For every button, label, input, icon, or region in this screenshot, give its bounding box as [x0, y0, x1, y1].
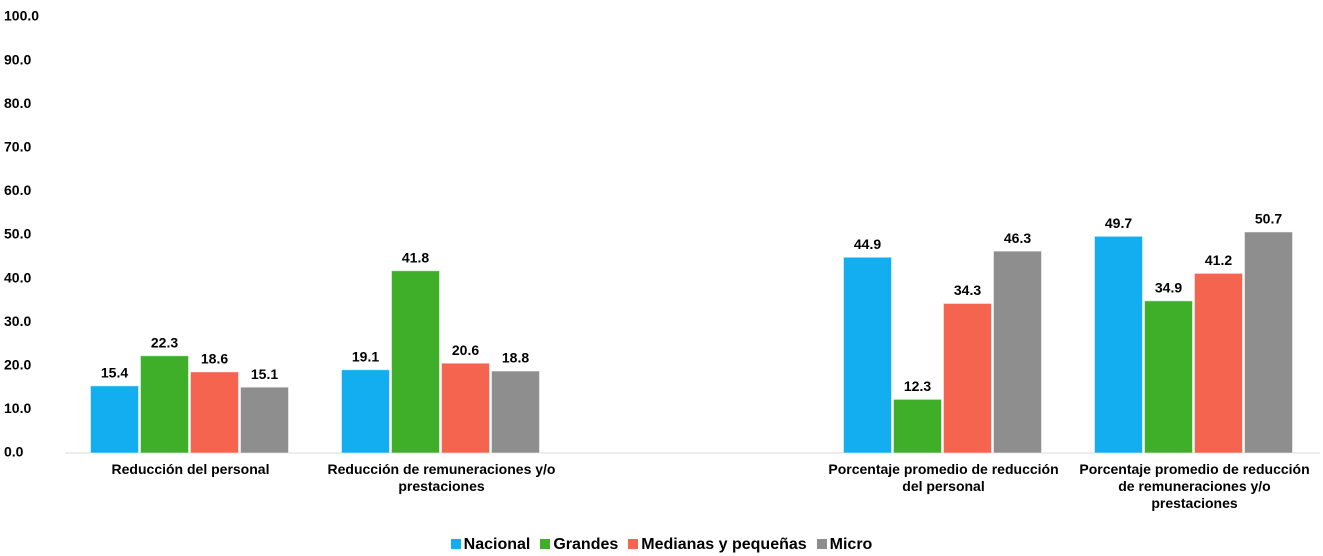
bar [1244, 231, 1293, 454]
value-label: 15.1 [251, 366, 278, 382]
bar [993, 250, 1042, 454]
y-tick-label: 100.0 [4, 8, 39, 24]
legend-label: Micro [829, 536, 873, 553]
bar [843, 256, 892, 454]
bar [1144, 300, 1193, 454]
y-tick-label: 0.0 [4, 444, 24, 460]
legend-item: Grandes [540, 536, 618, 554]
x-tick-label: Porcentaje promedio de reducción de remu… [1079, 461, 1310, 511]
value-label: 12.3 [904, 378, 931, 394]
y-tick-label: 10.0 [4, 400, 31, 416]
legend: Nacional Grandes Medianas y pequeñas Micro [0, 536, 1323, 554]
bar [190, 371, 239, 454]
value-label: 46.3 [1004, 230, 1031, 246]
y-tick-label: 90.0 [4, 51, 31, 67]
y-tick-label: 30.0 [4, 313, 31, 329]
bar [943, 302, 992, 454]
value-label: 41.8 [402, 249, 429, 265]
bar [1094, 235, 1143, 454]
y-tick-label: 80.0 [4, 95, 31, 111]
x-tick-label: Porcentaje promedio de reducción del per… [828, 461, 1059, 494]
value-label: 18.8 [502, 350, 529, 366]
y-tick-label: 70.0 [4, 139, 31, 155]
value-label: 22.3 [151, 334, 178, 350]
legend-item: Nacional [450, 536, 531, 554]
value-label: 19.1 [352, 348, 379, 364]
bar [341, 369, 390, 454]
value-label: 44.9 [854, 236, 881, 252]
value-label: 15.4 [101, 365, 128, 381]
value-label: 34.9 [1155, 280, 1182, 296]
y-tick-label: 60.0 [4, 182, 31, 198]
x-tick-label: Reducción del personal [111, 461, 270, 477]
y-tick-label: 50.0 [4, 226, 31, 242]
value-label: 34.3 [954, 282, 981, 298]
legend-label: Grandes [553, 536, 619, 553]
y-tick-label: 40.0 [4, 269, 31, 285]
legend-label: Medianas y pequeñas [641, 536, 807, 553]
value-label: 20.6 [452, 342, 479, 358]
bar [391, 270, 440, 454]
legend-swatch [628, 539, 639, 549]
x-tick-label: Reducción de remuneraciones y/o prestaci… [327, 461, 556, 494]
legend-item: Micro [816, 536, 873, 554]
bar [491, 370, 540, 454]
legend-swatch [816, 539, 827, 549]
value-label: 41.2 [1205, 252, 1232, 268]
value-label: 50.7 [1255, 211, 1282, 227]
value-label: 18.6 [201, 351, 228, 367]
legend-label: Nacional [463, 536, 531, 553]
y-tick-label: 20.0 [4, 357, 31, 373]
legend-item: Medianas y pequeñas [628, 536, 807, 554]
legend-swatch [450, 539, 461, 549]
bar [441, 362, 490, 454]
bar [1194, 272, 1243, 454]
bar [140, 355, 189, 454]
legend-swatch [540, 539, 551, 549]
bar [240, 386, 289, 454]
bar [893, 398, 942, 454]
bar [90, 385, 139, 454]
value-label: 49.7 [1105, 215, 1132, 231]
